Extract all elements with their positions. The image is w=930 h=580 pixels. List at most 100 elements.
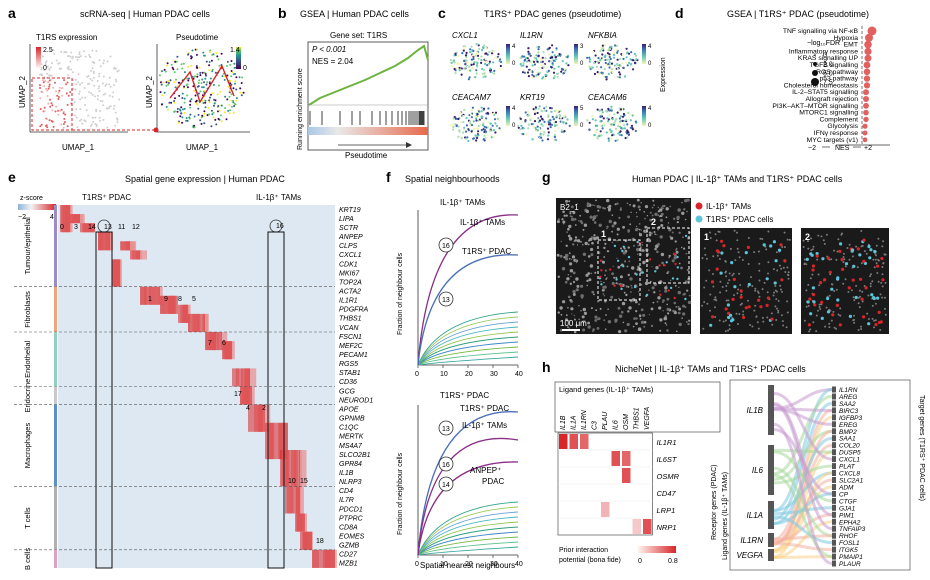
pathway-dot-3 <box>864 47 872 56</box>
panel-b: b GSEA | Human PDAC cells Gene set: T1RS… <box>278 5 429 160</box>
zscore-label: z-score <box>20 195 43 202</box>
gene-label-19: CD36 <box>339 379 357 386</box>
pathway-dot-10 <box>863 96 869 102</box>
inset-box-1 <box>597 239 641 301</box>
gene-label-21: NEUROD1 <box>339 397 373 404</box>
gene-cbar-min-4: 0 <box>580 123 584 129</box>
cluster-label-16: 10 <box>288 478 296 485</box>
gene-label-20: GCG <box>339 388 356 395</box>
receptor-4: LRP1 <box>657 506 676 515</box>
gene-name-1: IL1RN <box>520 31 543 40</box>
panel-a-ylabel-1: UMAP_2 <box>18 75 27 108</box>
gene-label-39: MZB1 <box>339 561 358 568</box>
inset-image-1-label: 1 <box>704 232 709 242</box>
cluster-label-18: 18 <box>316 538 324 545</box>
cluster-label-2: 14 <box>88 224 96 231</box>
gene-label-3: ANPEP <box>338 234 363 241</box>
pathway-label-0: TNF signalling via NF-κB <box>783 28 859 35</box>
panel-a-xlabel-1: UMAP_1 <box>62 143 95 152</box>
inset-cells <box>701 229 887 333</box>
gene-cbar-min-2: 0 <box>648 61 652 67</box>
nes-left: −2 <box>808 145 816 152</box>
gene-label-4: CLPS <box>339 243 358 250</box>
gene-label-29: IL1B <box>339 470 354 477</box>
cluster-label-5: 12 <box>132 224 140 231</box>
f-xtick-fbot-2: 20 <box>465 561 473 568</box>
fdr-legend-1: 2.0 <box>823 62 833 69</box>
pathway-dot-1 <box>865 33 873 42</box>
f-highlight-fbot-0 <box>417 411 519 556</box>
fdr-legend-title: −log₁₀FDR <box>807 40 840 47</box>
row-group-5: T cells <box>23 507 32 529</box>
enrichment-curve <box>308 44 429 106</box>
pathway-dot-15 <box>862 130 868 136</box>
heat-block-2 <box>80 223 95 233</box>
sankey-ligand-1: IL6 <box>752 466 764 475</box>
fdr-legend-3: 7.5 <box>823 80 833 87</box>
heat-block-20 <box>300 531 312 550</box>
heat-block-10 <box>188 313 205 332</box>
f-xtick-fbot-1: 10 <box>440 561 448 568</box>
ligand-4: PLAU <box>602 411 609 430</box>
gene-label-27: SLCO2B1 <box>339 452 371 459</box>
heat-block-8 <box>160 295 178 314</box>
gene-label-1: LIPA <box>339 216 354 223</box>
pathway-label-8: Cholesterol homeostasis <box>784 82 859 89</box>
lr-cell-6 <box>601 502 610 517</box>
f-label-ftop-0: IL-1β⁺ TAMs <box>460 218 505 227</box>
gene-label-11: PDGFRA <box>339 307 369 314</box>
umap-pseudotime <box>158 48 245 129</box>
pathway-dot-7 <box>863 75 871 82</box>
fdr-size-legend: 0 2.0 5.0 7.5 <box>811 53 833 87</box>
pathway-dot-12 <box>863 109 869 116</box>
cluster-label-11: 6 <box>222 340 226 347</box>
group-label-il1b: IL-1β⁺ TAMs <box>256 193 301 202</box>
f-label-fbot-0: T1RS⁺ PDAC <box>460 404 509 413</box>
target-gene-15: CP <box>839 491 849 498</box>
gene-hit-lines <box>309 111 425 125</box>
sankey-ligand-3: IL1RN <box>740 536 763 545</box>
gene-cbar-min-1: 0 <box>580 61 584 67</box>
f-label-fbot-3: PDAC <box>482 477 504 486</box>
gene-label-38: CD27 <box>339 552 358 559</box>
f-bottom-title: T1RS⁺ PDAC <box>440 391 489 400</box>
row-group-0: Tumour/epithelial <box>23 217 32 275</box>
sample-label: B2_1 <box>560 203 579 212</box>
gene-label-13: VCAN <box>339 325 359 332</box>
gene-cbar-max-2: 4 <box>648 44 652 50</box>
panel-g-title: Human PDAC | IL-1β⁺ TAMs and T1RS⁺ PDAC … <box>632 174 843 184</box>
f-top-title: IL-1β⁺ TAMs <box>440 198 485 207</box>
pseudotime-bar <box>308 127 428 135</box>
f-xtick-ftop-1: 10 <box>440 371 448 378</box>
f-circle-fbot-1: 16 <box>442 462 450 469</box>
cluster-label-14: 2 <box>262 405 266 412</box>
f-circle-fbot-2: 14 <box>442 482 450 489</box>
panel-c: c T1RS⁺ PDAC genes (pseudotime) CXCL1 4 0 I… <box>438 5 667 143</box>
panel-letter-d: d <box>675 5 684 21</box>
cluster-label-4: 11 <box>118 224 125 231</box>
gene-label-2: SCTR <box>339 225 358 232</box>
row-group-3: Endocrine <box>23 379 32 413</box>
cbar1-min: 0 <box>43 65 47 72</box>
receptor-0: IL1R1 <box>657 438 677 447</box>
gene-label-31: CD4 <box>339 488 353 495</box>
heat-block-7 <box>140 286 160 305</box>
pathway-label-7: p53 pathway <box>819 76 858 83</box>
f-xtick-fbot-0: 0 <box>415 561 419 568</box>
target-gene-0: IL1RN <box>839 387 858 394</box>
zmin: −2 <box>18 214 26 221</box>
scalebar-label: 100 μm <box>560 319 587 328</box>
heat-block-6 <box>112 259 120 287</box>
heat-block-12 <box>222 341 232 360</box>
group-label-t1rs: T1RS⁺ PDAC <box>82 193 131 202</box>
pathway-dot-16 <box>862 137 868 143</box>
pathway-label-15: IFNγ response <box>814 130 858 137</box>
heat-block-11 <box>205 332 222 351</box>
gene-cbar-min-3: 0 <box>512 123 516 129</box>
h-legend-label-1: Prior interaction <box>559 547 608 554</box>
pathway-label-13: Complement <box>819 116 858 123</box>
pathway-label-5: TGFB signalling <box>810 62 859 69</box>
tissue-cells <box>556 198 692 334</box>
panel-a-ylabel-2: UMAP_2 <box>145 75 154 108</box>
row-group-1: Fibroblasts <box>23 291 32 328</box>
